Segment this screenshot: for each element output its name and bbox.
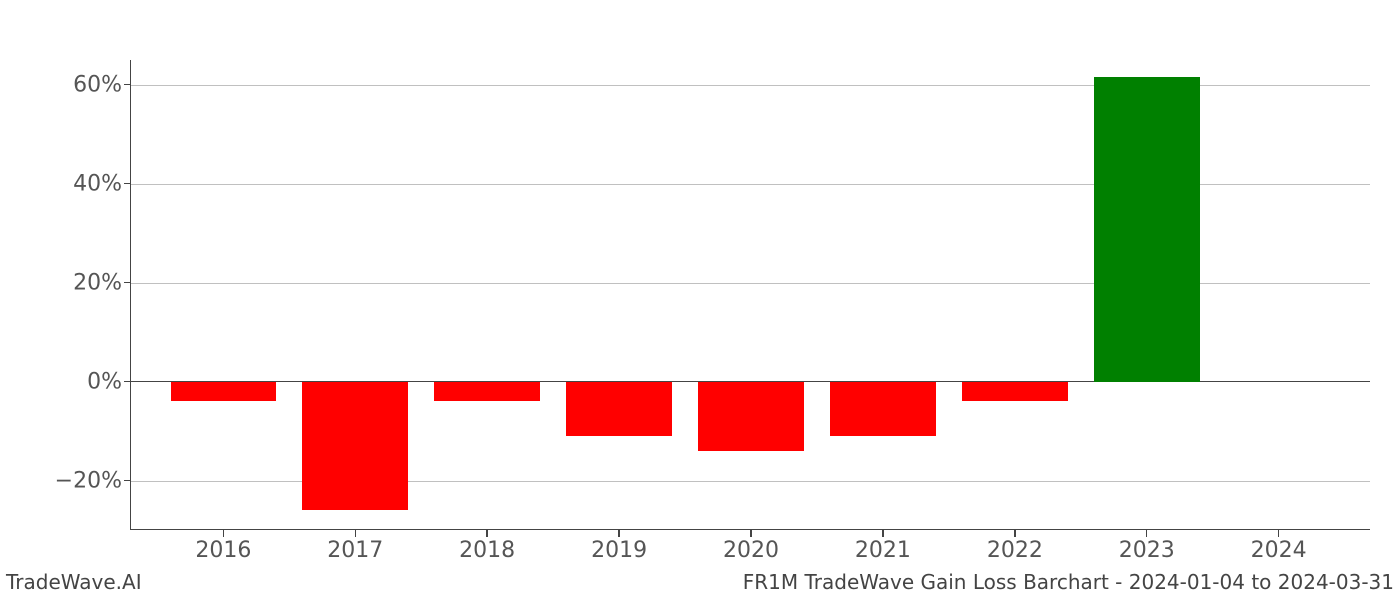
x-tick-label: 2020 (723, 538, 779, 563)
y-tick-mark (124, 381, 131, 383)
y-tick-mark (124, 282, 131, 284)
x-tick-label: 2019 (591, 538, 647, 563)
chart-bar (434, 382, 540, 402)
x-tick-mark (1146, 530, 1148, 537)
x-tick-mark (1014, 530, 1016, 537)
y-tick-label: 60% (73, 72, 122, 97)
chart-bar (698, 382, 804, 451)
chart-bar (830, 382, 936, 436)
y-tick-label: −20% (55, 468, 122, 493)
y-tick-mark (124, 84, 131, 86)
y-tick-mark (124, 480, 131, 482)
x-tick-mark (1278, 530, 1280, 537)
chart-bar (302, 382, 408, 511)
footer-right-label: FR1M TradeWave Gain Loss Barchart - 2024… (743, 570, 1394, 594)
x-tick-label: 2016 (195, 538, 251, 563)
chart-bar (1094, 77, 1200, 381)
x-tick-label: 2024 (1251, 538, 1307, 563)
x-tick-label: 2023 (1119, 538, 1175, 563)
x-tick-mark (618, 530, 620, 537)
y-tick-label: 20% (73, 270, 122, 295)
x-tick-mark (882, 530, 884, 537)
x-tick-mark (750, 530, 752, 537)
x-tick-mark (486, 530, 488, 537)
plot-area: 201620172018201920202021202220232024 (130, 60, 1370, 530)
chart-container: 201620172018201920202021202220232024 Tra… (0, 0, 1400, 600)
x-tick-label: 2017 (327, 538, 383, 563)
x-tick-label: 2022 (987, 538, 1043, 563)
x-tick-label: 2018 (459, 538, 515, 563)
y-tick-mark (124, 183, 131, 185)
x-tick-mark (355, 530, 357, 537)
footer-left-label: TradeWave.AI (6, 570, 142, 594)
chart-bar (962, 382, 1068, 402)
chart-bar (566, 382, 672, 436)
x-tick-label: 2021 (855, 538, 911, 563)
chart-bar (171, 382, 277, 402)
y-tick-label: 40% (73, 171, 122, 196)
y-tick-label: 0% (87, 369, 122, 394)
x-tick-mark (223, 530, 225, 537)
